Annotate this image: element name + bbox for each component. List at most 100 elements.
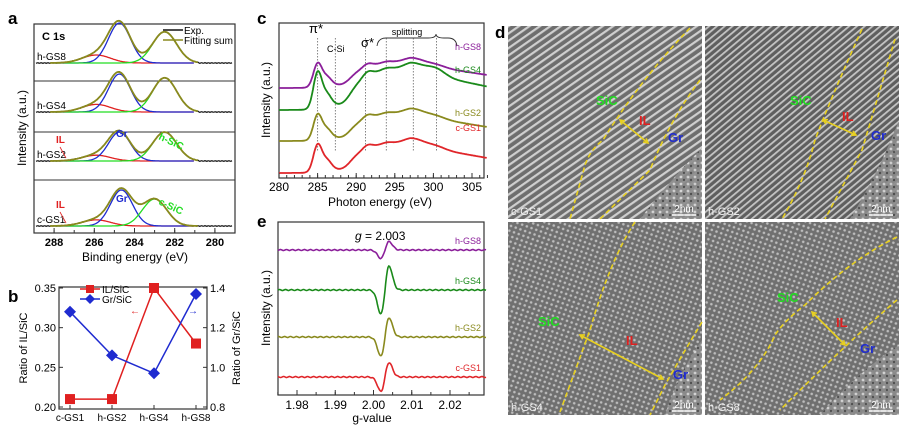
splitting-bracket [376,33,458,47]
epr-curve-h-GS2 [277,317,487,357]
panel-b-legend: IL/SiC Gr/SiC [80,285,132,306]
label-il-c-GS1: IL [56,200,65,211]
legend-exp-label: Exp. [184,26,204,37]
series-label-h-GS4: h-GS4 [455,65,481,75]
x-tick-label: h-GS8 [182,413,211,424]
panel-c-frame [278,22,485,179]
amorphous-region [640,148,702,219]
y2-tick-label: 1.0 [210,362,225,374]
y-tick-label: 0.30 [35,323,56,335]
arrow-head [578,334,586,340]
panel-letter-e: e [257,212,266,231]
x-tick-label: 2.01 [400,398,424,412]
sample-label-c-GS1: c-GS1 [511,206,542,218]
x-tick-label: 2.02 [438,398,462,412]
label-gr-c-GS1: Gr [116,194,128,205]
tem-tile-h-GS2: SiC IL Gr h-GS2 2nm [705,26,899,220]
panel-a-legend: Exp. Fitting sum [163,26,233,47]
point-Gr/SiC [190,287,202,300]
epr-curve-h-GS8 [277,240,487,260]
label-gr: Gr [871,128,886,143]
x-tick-label: 280 [269,180,289,194]
panel-b-y2label: Ratio of Gr/SiC [231,311,243,385]
component-gr-h-GS8 [54,22,194,64]
sic-il-boundary [569,27,691,220]
amorphous-region [820,345,899,415]
label-il: IL [842,109,854,124]
label-gr: Gr [860,341,875,356]
label-il: IL [639,113,651,128]
panel-e-x-axis: 1.98 1.99 2.00 2.01 2.02 [277,390,470,412]
point-IL/SiC [191,338,201,349]
panel-b-frame [58,286,208,410]
x-tick-label: 288 [45,237,63,249]
panel-a-title: C 1s [42,31,65,43]
x-tick-label: 305 [462,180,482,194]
panel-c-x-axis: 280 285 290 295 300 305 [269,173,488,194]
epr-curve-h-GS4 [277,264,487,315]
il-thickness-arrow [619,119,649,144]
arrow-head [810,310,818,318]
label-gr: Gr [673,367,688,382]
tem-tile-h-GS4: SiC IL Gr h-GS4 2nm [508,221,703,416]
il-gr-boundary [824,38,896,220]
scale-bar-label: 2nm [674,204,693,215]
il-gr-boundary [779,299,898,411]
amorphous-region [850,120,899,219]
point-IL/SiC [149,283,159,293]
x-tick-label: 280 [206,237,224,249]
y-tick-label: 0.35 [35,283,56,295]
panel-a-xps: C 1s Exp. Fitting sum h-GS8 h-GS4 h-GS2 IL G… [15,19,236,264]
y-tick-label: 0.25 [35,362,56,374]
sample-label-h-GS2: h-GS2 [37,150,66,161]
arrow-head [839,339,847,347]
series-label-h-GS2: h-GS2 [455,323,481,333]
y-tick-label: 0.20 [35,402,56,414]
curve-h-GS8 [279,56,487,89]
il-gr-boundary [649,321,703,416]
legend-il-sic-marker [86,285,94,293]
point-Gr/SiC [64,305,76,318]
label-il-h-GS2: IL [56,135,65,146]
fit-curve-h-GS4 [50,70,198,113]
panel-e-frame [277,221,485,396]
panel-a-ylabel: Intensity (a.u.) [15,90,29,166]
series-label-h-GS4: h-GS4 [455,276,481,286]
y2-tick-label: 1.4 [210,283,225,295]
label-il: IL [626,333,638,348]
y2-tick-label: 1.2 [210,323,225,335]
x-tick-label: c-GS1 [56,413,85,424]
panel-a-xlabel: Binding energy (eV) [82,250,188,264]
point-Gr/SiC [106,349,118,362]
annotation-c-si: C-Si [327,44,345,54]
scale-bar-label: 2nm [871,204,890,215]
x-tick-label: 282 [166,237,184,249]
annotation-g-value: g = 2.003 [355,229,406,243]
sic-il-boundary [559,221,636,413]
il-pointer [59,146,67,159]
point-Gr/SiC [148,367,160,380]
fit-curve-h-GS2 [50,129,198,162]
annotation-pi-star: π* [309,21,323,36]
panel-letter-b: b [8,287,18,306]
panel-d-tem-grid: SiC IL Gr c-GS1 2nm SiC IL Gr h-GS2 2nm SiC IL Gr h-G… [508,26,899,416]
fit-curve-c-GS1 [50,187,198,227]
series-line-Gr/SiC [69,293,197,375]
curve-h-GS4 [279,61,487,111]
series-label-h-GS8: h-GS8 [455,42,481,52]
series-label-c-GS1: c-GS1 [455,363,481,373]
arrow-head [642,138,650,145]
x-tick-label: 295 [385,180,405,194]
component-il-h-GS2 [54,154,194,162]
x-tick-label: 1.99 [324,398,348,412]
annotation-g-number: = 2.003 [362,229,406,243]
sample-label-h-GS2: h-GS2 [708,206,740,218]
legend-il-sic-label: IL/SiC [102,285,129,296]
panel-b-ratios: 0.20 0.25 0.30 0.35 0.8 1.0 1.2 1.4 c-GS1 h-GS2 h-… [18,283,243,424]
label-il: IL [836,315,848,330]
legend-gr-sic-marker [85,294,95,304]
il-thickness-arrow [811,311,846,346]
tem-tile-c-GS1: SiC IL Gr c-GS1 2nm [508,26,702,220]
